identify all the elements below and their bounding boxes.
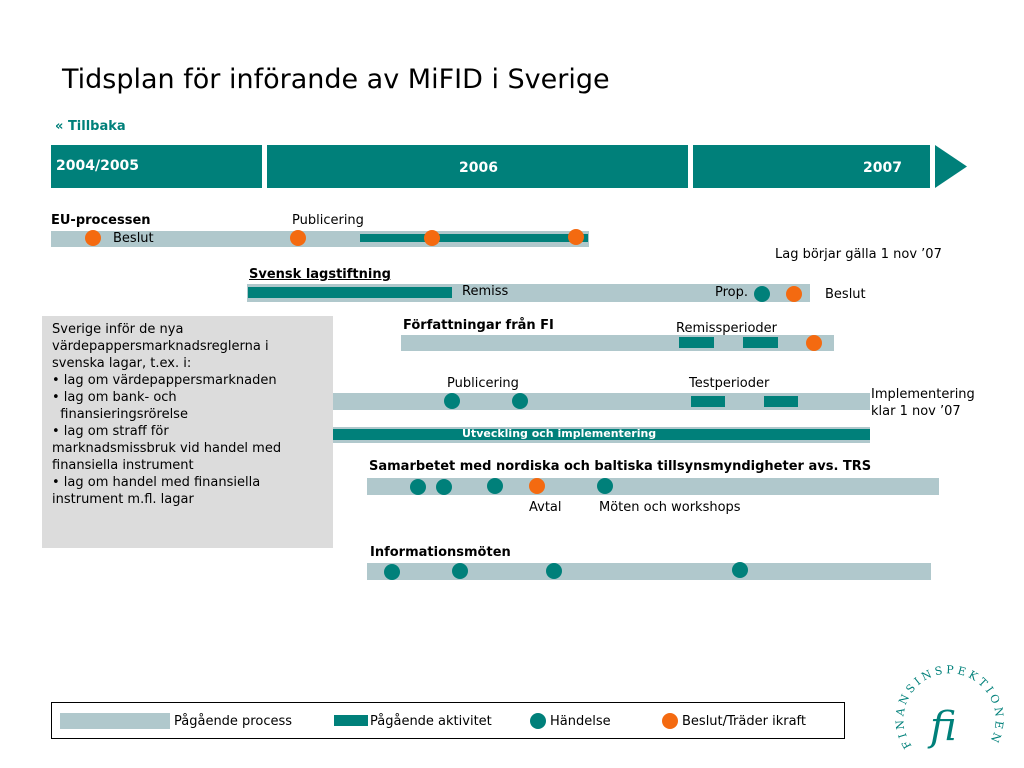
info-meetings-title: Informationsmöten (370, 545, 511, 560)
prop-label: Prop. (715, 285, 749, 300)
legend-activity-swatch (334, 715, 368, 726)
remissperioder-label: Remissperioder (676, 321, 778, 336)
info-line: värdepappersmarknadsreglerna i (52, 339, 269, 354)
legend-decision-swatch (662, 713, 678, 729)
fi-regulations-title: Författningar från FI (403, 318, 554, 333)
info-line: • lag om värdepappersmarknaden (52, 373, 277, 388)
legend: Pågående process Pågående aktivitet Händ… (51, 702, 845, 739)
eu-decision-dot-2 (290, 230, 306, 246)
test-activity-bar-1 (691, 396, 725, 407)
meeting-dot-4 (732, 562, 748, 578)
year-segment-2007: 2007 (693, 145, 930, 188)
swedish-beslut-label: Beslut (825, 287, 866, 302)
year-label-2004-2005: 2004/2005 (56, 158, 140, 174)
info-line: svenska lagar, t.ex. i: (52, 356, 192, 371)
info-line: • lag om handel med finansiella (52, 475, 261, 490)
info-meetings-bar (367, 563, 931, 580)
legend-decision-label: Beslut/Träder ikraft (682, 714, 806, 729)
swedish-activity-bar (248, 287, 452, 298)
eu-process-title: EU-processen (51, 213, 151, 228)
info-box: Sverige inför de nya värdepappersmarknad… (42, 316, 333, 548)
impl-publicering-label: Publicering (447, 376, 519, 391)
impl-note-line2: klar 1 nov ’07 (871, 404, 961, 419)
dev-activity-bar (333, 429, 870, 440)
eu-activity-bar (360, 234, 588, 242)
nordic-event-dot-4 (597, 478, 613, 494)
dev-label: Utveckling och implementering (462, 427, 657, 440)
testperioder-label: Testperioder (689, 376, 770, 391)
fi-activity-bar-1 (679, 337, 714, 348)
remiss-label: Remiss (462, 284, 509, 299)
nordic-decision-dot (529, 478, 545, 494)
legend-activity-label: Pågående aktivitet (370, 714, 492, 729)
avtal-label: Avtal (529, 500, 562, 515)
eu-publicering-label: Publicering (292, 213, 364, 228)
info-line: instrument m.fl. lagar (52, 492, 194, 507)
fi-activity-bar-2 (743, 337, 778, 348)
impl-note-line1: Implementering (871, 387, 975, 402)
back-link-label: Tillbaka (67, 119, 126, 134)
eu-beslut-label: Beslut (113, 231, 154, 246)
year-label-2007: 2007 (863, 160, 902, 176)
nordic-event-dot-3 (487, 478, 503, 494)
impl-process-bar (333, 393, 870, 410)
nordic-event-dot-2 (436, 479, 452, 495)
law-effective-note: Lag börjar gälla 1 nov ’07 (775, 247, 942, 262)
double-chevron-left-icon: « (55, 119, 64, 134)
legend-process-label: Pågående process (174, 714, 293, 729)
legend-event-swatch (530, 713, 546, 729)
info-line: finansieringsrörelse (52, 407, 188, 422)
year-segment-2004-2005: 2004/2005 (51, 145, 262, 188)
finansinspektionen-logo: FINANSINSPEKTIONEN fi (893, 663, 1002, 751)
info-line: finansiella instrument (52, 458, 194, 473)
page-title: Tidsplan för införande av MiFID i Sverig… (62, 64, 610, 95)
impl-event-dot-1 (444, 393, 460, 409)
fi-decision-dot (806, 335, 822, 351)
timeline-arrow-icon (935, 145, 967, 188)
swedish-legislation-title: Svensk lagstiftning (249, 267, 391, 282)
info-line: Sverige inför de nya (52, 322, 184, 337)
year-label-2006: 2006 (459, 160, 498, 176)
test-activity-bar-2 (764, 396, 798, 407)
meeting-dot-2 (452, 563, 468, 579)
meeting-dot-1 (384, 564, 400, 580)
fi-process-bar (401, 335, 834, 351)
eu-decision-dot-1 (85, 230, 101, 246)
legend-process-swatch (60, 713, 170, 729)
swedish-decision-dot (786, 286, 802, 302)
nordic-title: Samarbetet med nordiska och baltiska til… (369, 459, 872, 474)
meeting-dot-3 (546, 563, 562, 579)
info-line: • lag om bank- och (52, 390, 177, 405)
moten-label: Möten och workshops (599, 500, 741, 515)
swedish-event-dot (754, 286, 770, 302)
eu-decision-dot-4 (568, 229, 584, 245)
eu-decision-dot-3 (424, 230, 440, 246)
nordic-process-bar (367, 478, 939, 495)
info-line: marknadsmissbruk vid handel med (52, 441, 282, 456)
year-segment-2006: 2006 (267, 145, 688, 188)
impl-event-dot-2 (512, 393, 528, 409)
nordic-event-dot-1 (410, 479, 426, 495)
logo-mark: fi (927, 704, 957, 750)
back-link[interactable]: « Tillbaka (55, 119, 126, 134)
info-line: • lag om straff för (52, 424, 169, 439)
legend-event-label: Händelse (550, 714, 611, 729)
